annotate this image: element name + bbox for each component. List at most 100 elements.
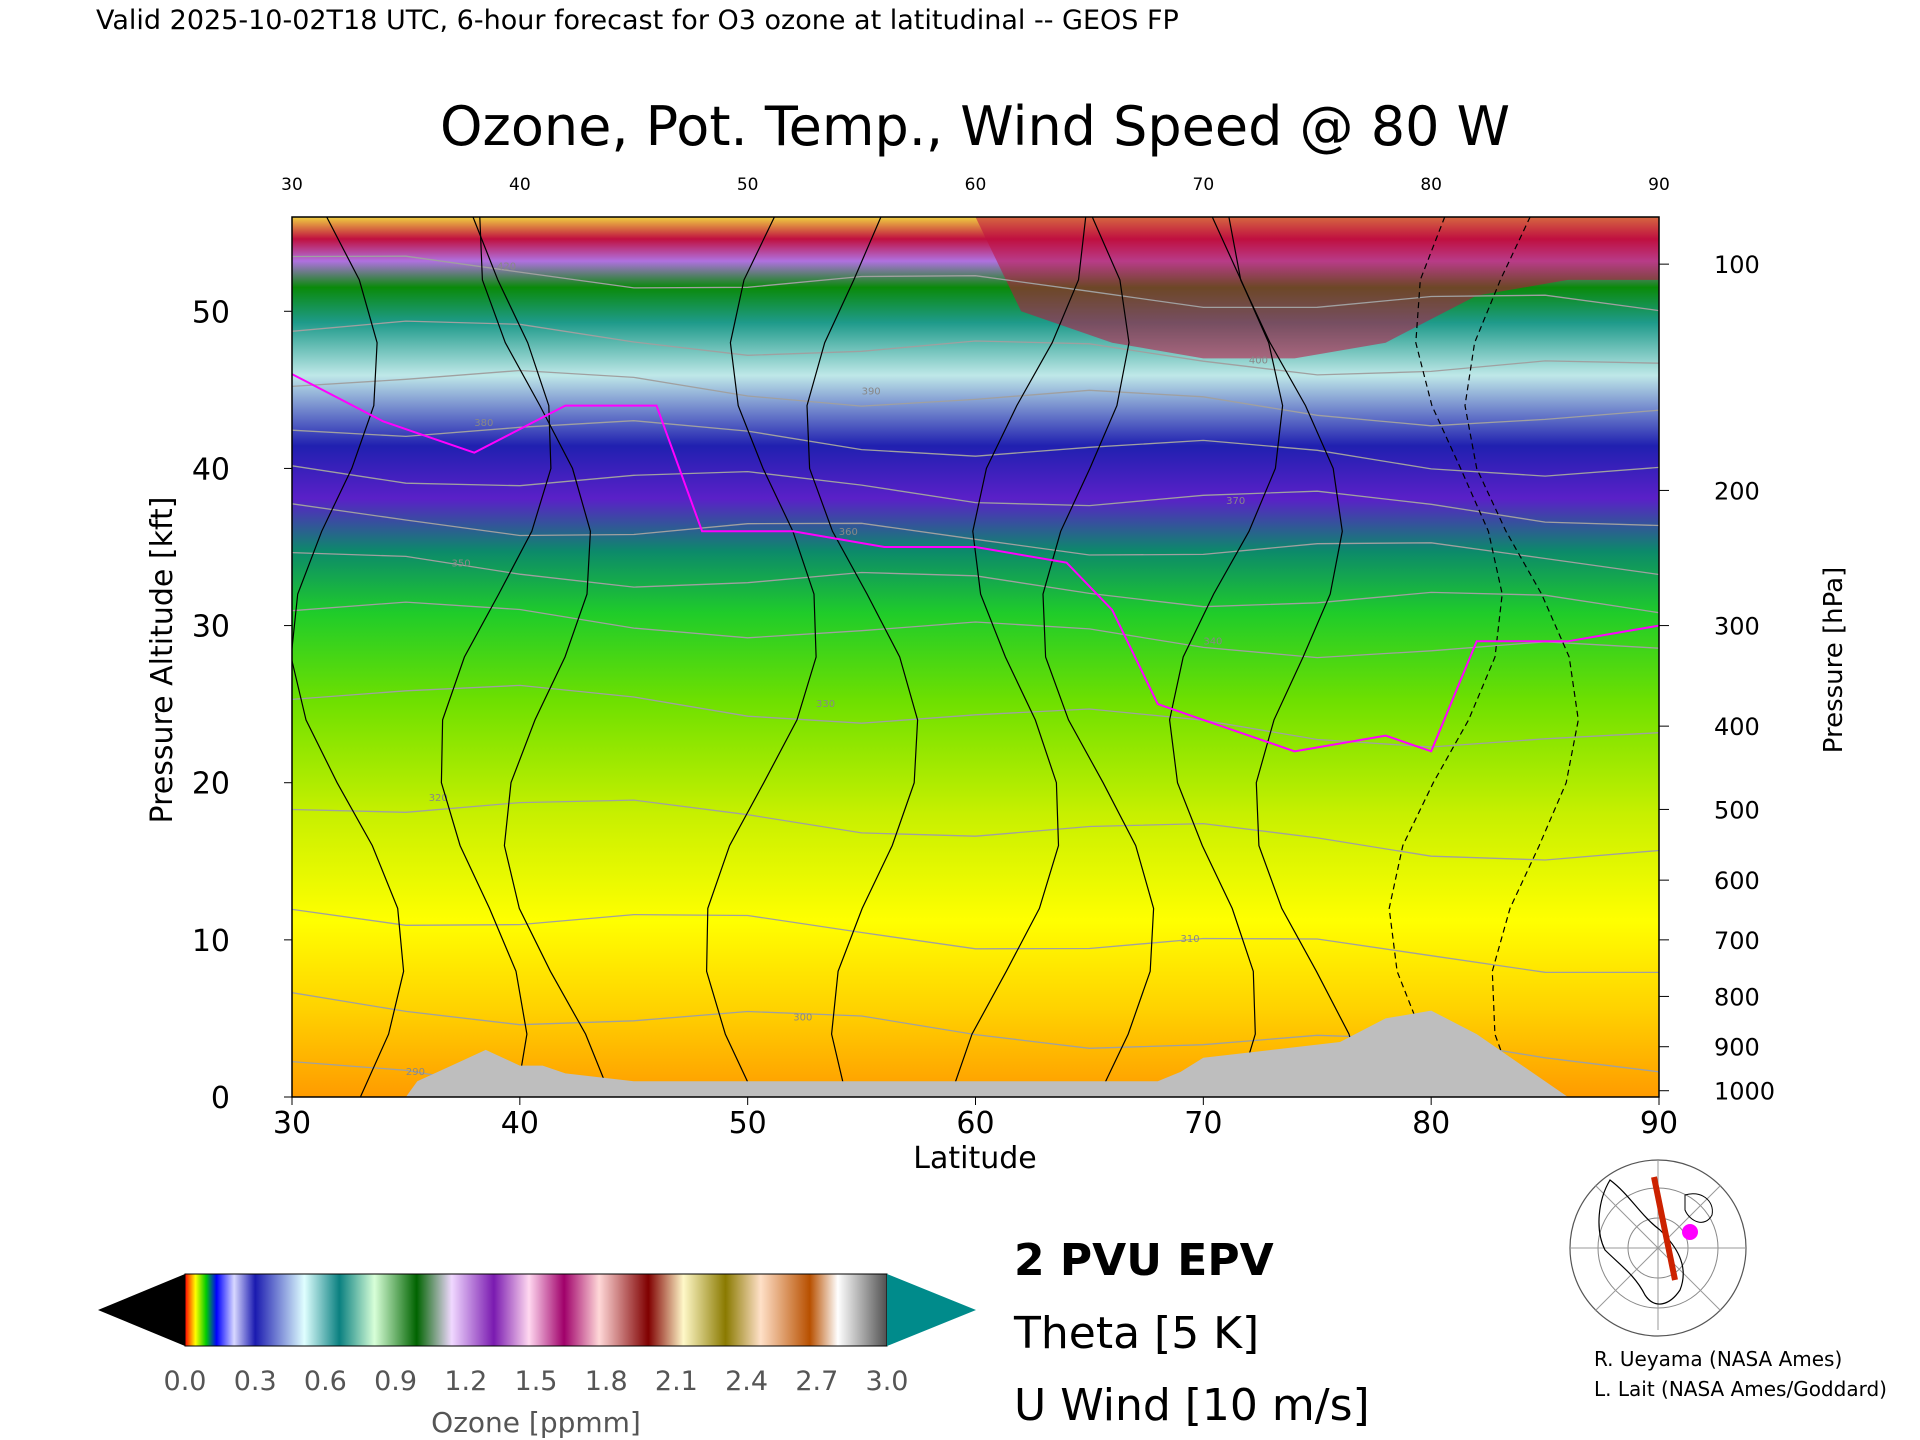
theta-contour <box>292 465 1659 527</box>
y-axis-left: 0 10 20 30 40 50 <box>192 295 292 1116</box>
theta-contour-label: 380 <box>474 418 493 429</box>
colorbar-tick-label: 1.5 <box>515 1366 558 1397</box>
pressure-tick-label: 200 <box>1714 477 1760 505</box>
theta-contours: 290 300 310 320 330 340 350 360 370 380 390 400 420 <box>292 255 1659 1097</box>
y-tick-label: 40 <box>192 452 230 487</box>
x-tick-label: 90 <box>1640 1106 1678 1141</box>
legend: 2 PVU EPV Theta [5 K] U Wind [10 m/s] <box>1013 1235 1370 1431</box>
colorbar-tick-label: 0.3 <box>234 1366 277 1397</box>
pressure-tick-label: 500 <box>1714 796 1760 824</box>
map-graticule <box>1570 1160 1746 1330</box>
pressure-axis-label: Pressure [hPa] <box>1819 567 1849 754</box>
theta-contour-label: 400 <box>1249 356 1268 367</box>
map-marker <box>1682 1224 1698 1240</box>
colorbar-ticks: 0.0 0.3 0.6 0.9 1.2 1.5 1.8 2.1 2.4 2.7 3.0 <box>164 1366 909 1397</box>
theta-contour <box>292 369 1659 427</box>
theta-contour-label: 370 <box>1226 496 1245 507</box>
colorbar-high-arrow <box>887 1274 976 1346</box>
theta-contour-label: 390 <box>862 387 881 398</box>
theta-contour <box>292 255 1659 312</box>
y-axis-label: Pressure Altitude [kft] <box>145 497 180 824</box>
x-tick-label: 70 <box>1184 1106 1222 1141</box>
colorbar-tick-label: 1.8 <box>585 1366 628 1397</box>
theta-contour <box>292 799 1659 861</box>
colorbar-tick-label: 2.7 <box>795 1366 838 1397</box>
colorbar-low-arrow <box>98 1274 185 1346</box>
y-tick-label: 20 <box>192 767 230 802</box>
theta-contour-label: 360 <box>839 527 858 538</box>
colorbar-label: Ozone [ppmm] <box>431 1406 641 1439</box>
locator-map <box>1569 1159 1747 1337</box>
colorbar-tick-label: 0.6 <box>304 1366 347 1397</box>
colorbar-tick-label: 0.0 <box>164 1366 207 1397</box>
x-top-tick-label: 30 <box>281 175 303 195</box>
wind-contour <box>292 217 405 1097</box>
wind-contour <box>705 217 817 1097</box>
valid-time-line: Valid 2025-10-02T18 UTC, 6-hour forecast… <box>96 5 1179 36</box>
colorbar-tick-label: 2.4 <box>725 1366 768 1397</box>
terrain <box>405 1010 1568 1097</box>
pressure-tick-label: 1000 <box>1714 1078 1775 1106</box>
wind-contour <box>479 217 612 1097</box>
x-axis-top: 30 40 50 60 70 80 90 <box>281 175 1670 195</box>
y-tick-label: 30 <box>192 610 230 645</box>
x-tick-label: 30 <box>273 1106 311 1141</box>
credit-line-2: L. Lait (NASA Ames/Goddard) <box>1594 1377 1887 1401</box>
x-tick-label: 50 <box>729 1106 767 1141</box>
theta-contour <box>292 551 1659 614</box>
y-tick-label: 10 <box>192 924 230 959</box>
pressure-tick-label: 900 <box>1714 1034 1760 1062</box>
wind-contour <box>806 217 919 1097</box>
theta-contour-label: 310 <box>1181 934 1200 945</box>
legend-wind: U Wind [10 m/s] <box>1014 1380 1370 1431</box>
wind-contour <box>1464 217 1579 1097</box>
colorbar-tick-label: 0.9 <box>374 1366 417 1397</box>
pressure-tick-label: 800 <box>1714 983 1760 1011</box>
pressure-tick-label: 600 <box>1714 867 1760 895</box>
colorbar-ramp <box>184 1273 888 1347</box>
epv-2pvu-contour <box>292 373 1659 753</box>
theta-contour-label: 340 <box>1203 637 1222 648</box>
map-greenland <box>1684 1193 1713 1223</box>
wind-contour <box>949 217 1087 1097</box>
x-tick-label: 60 <box>956 1106 994 1141</box>
theta-contour <box>292 320 1659 376</box>
colorbar-tick-label: 1.2 <box>444 1366 487 1397</box>
theta-contour-label: 290 <box>406 1067 425 1078</box>
x-top-tick-label: 40 <box>509 175 531 195</box>
theta-contour <box>292 908 1659 974</box>
plot-title: Ozone, Pot. Temp., Wind Speed @ 80 W <box>440 95 1510 158</box>
legend-theta: Theta [5 K] <box>1013 1308 1259 1359</box>
colorbar-tick-label: 3.0 <box>866 1366 909 1397</box>
pressure-tick-label: 400 <box>1714 713 1760 741</box>
theta-contour <box>292 503 1659 576</box>
ozone-colorbar: 0.0 0.3 0.6 0.9 1.2 1.5 1.8 2.1 2.4 2.7 3.0 Ozone … <box>98 1273 976 1439</box>
pressure-tick-label: 100 <box>1714 251 1760 279</box>
pressure-tick-label: 700 <box>1714 927 1760 955</box>
theta-contour-label: 330 <box>816 699 835 710</box>
x-axis-label: Latitude <box>913 1141 1036 1176</box>
theta-contour <box>292 420 1659 477</box>
x-tick-label: 40 <box>501 1106 539 1141</box>
wind-contour <box>1168 217 1284 1097</box>
x-tick-label: 80 <box>1412 1106 1450 1141</box>
x-top-tick-label: 80 <box>1420 175 1442 195</box>
x-axis-bottom: 30 40 50 60 70 80 90 <box>273 1097 1678 1141</box>
x-top-tick-label: 70 <box>1193 175 1215 195</box>
wind-contour <box>1388 217 1503 1097</box>
theta-contour <box>292 601 1659 659</box>
theta-contour-label: 420 <box>497 262 516 273</box>
map-coastline <box>1598 1179 1684 1305</box>
upper-polar-ozone-band <box>975 217 1659 359</box>
theta-contour-label: 350 <box>451 558 470 569</box>
wind-contours <box>292 217 1579 1097</box>
y-tick-label: 50 <box>192 295 230 330</box>
map-section-line <box>1651 1176 1678 1281</box>
wind-contour <box>1228 217 1368 1097</box>
wind-contour <box>1042 217 1155 1097</box>
y-tick-label: 0 <box>211 1081 230 1116</box>
y-axis-right-pressure: 100 200 300 400 500 600 700 800 900 1000 <box>1659 251 1775 1106</box>
theta-contour <box>292 684 1659 748</box>
x-top-tick-label: 60 <box>965 175 987 195</box>
